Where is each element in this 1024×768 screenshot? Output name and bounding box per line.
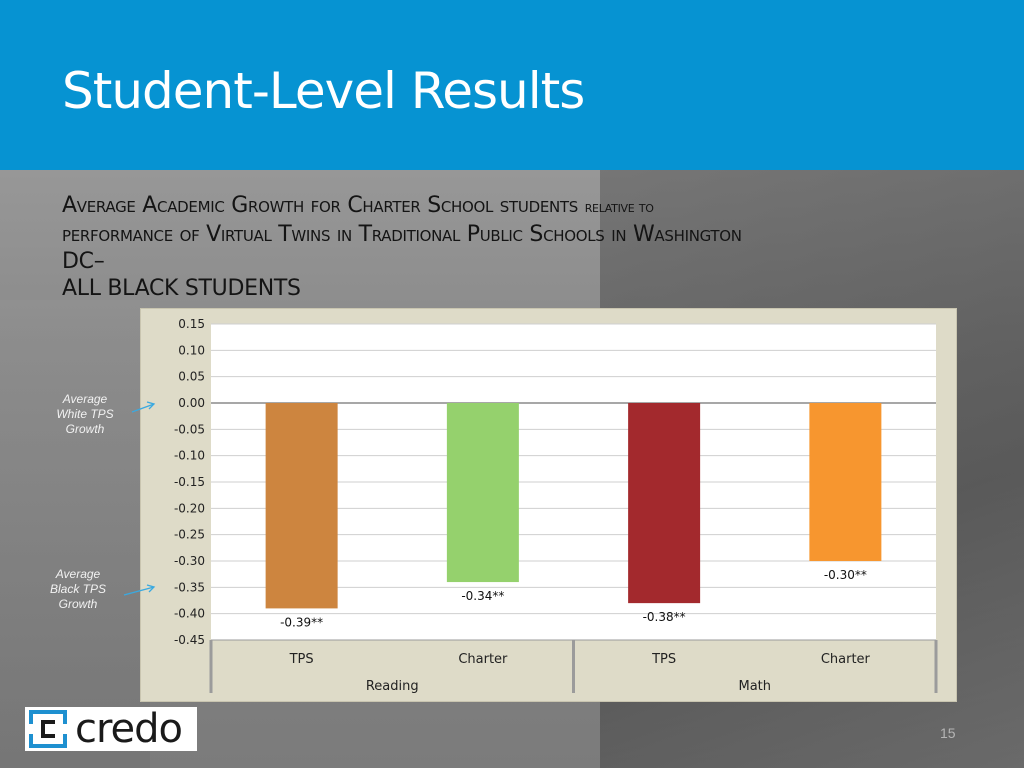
- credo-logo: credo: [25, 707, 197, 751]
- bar: [265, 403, 338, 609]
- subtitle-line-1: Average Academic Growth for Charter Scho…: [62, 192, 962, 221]
- bar-chart: 0.15 0.10 0.05 0.00 -0.05 -0.10 -0.15 -0.20 -0.2…: [174, 317, 938, 694]
- page-number: 15: [940, 725, 956, 741]
- black-tps-growth-note: Average Black TPS Growth: [42, 567, 114, 612]
- bar: [809, 403, 882, 561]
- subtitle-line-2: performance of Virtual Twins in Traditio…: [62, 222, 742, 247]
- x-category-label: Charter: [458, 652, 508, 667]
- background-building-left: [0, 300, 150, 768]
- bar: [446, 403, 519, 583]
- black-note-line-3: Growth: [58, 597, 98, 611]
- y-tick-label: 0.05: [178, 370, 205, 384]
- black-note-line-2: Black TPS: [49, 582, 106, 596]
- y-tick-label: -0.10: [174, 449, 205, 463]
- white-note-line-1: Average: [62, 392, 108, 406]
- data-label: -0.30**: [824, 568, 867, 582]
- subtitle-line-3: DC–: [62, 249, 105, 274]
- x-group-label: Reading: [366, 679, 419, 694]
- y-tick-label: -0.05: [174, 422, 205, 436]
- y-tick-label: -0.35: [174, 580, 205, 594]
- y-tick-label: -0.30: [174, 554, 205, 568]
- y-tick-label: -0.45: [174, 633, 205, 647]
- black-note-line-1: Average: [55, 567, 101, 581]
- y-tick-label: 0.00: [178, 396, 205, 410]
- y-tick-label: -0.40: [174, 607, 205, 621]
- y-tick-label: -0.25: [174, 528, 205, 542]
- black-growth-arrow-icon: [123, 584, 156, 596]
- data-label: -0.39**: [280, 615, 323, 629]
- chart-subtitle: Average Academic Growth for Charter Scho…: [62, 192, 962, 302]
- white-note-line-3: Growth: [65, 422, 105, 436]
- x-category-label: TPS: [651, 652, 676, 667]
- white-growth-arrow-icon: [131, 401, 156, 413]
- subtitle-line-4: ALL BLACK STUDENTS: [62, 276, 301, 301]
- credo-logo-text: credo: [75, 706, 183, 752]
- credo-logo-mark-icon: [29, 710, 67, 748]
- x-category-label: TPS: [289, 652, 314, 667]
- y-tick-label: 0.15: [178, 317, 205, 331]
- y-tick-label: -0.20: [174, 501, 205, 515]
- slide-title: Student-Level Results: [62, 62, 585, 120]
- x-category-label: Charter: [821, 652, 871, 667]
- y-tick-label: 0.10: [178, 343, 205, 357]
- data-label: -0.34**: [461, 589, 504, 603]
- white-tps-growth-note: Average White TPS Growth: [50, 392, 120, 437]
- bar: [628, 403, 701, 604]
- subtitle-line-1-main: Average Academic Growth for Charter Scho…: [62, 193, 578, 218]
- subtitle-line-1-small: relative to: [584, 198, 654, 216]
- chart-panel: 0.15 0.10 0.05 0.00 -0.05 -0.10 -0.15 -0.20 -0.2…: [140, 308, 957, 702]
- data-label: -0.38**: [643, 610, 686, 624]
- title-bar: Student-Level Results: [0, 0, 1024, 170]
- white-note-line-2: White TPS: [56, 407, 114, 421]
- x-group-label: Math: [738, 679, 771, 694]
- y-tick-label: -0.15: [174, 475, 205, 489]
